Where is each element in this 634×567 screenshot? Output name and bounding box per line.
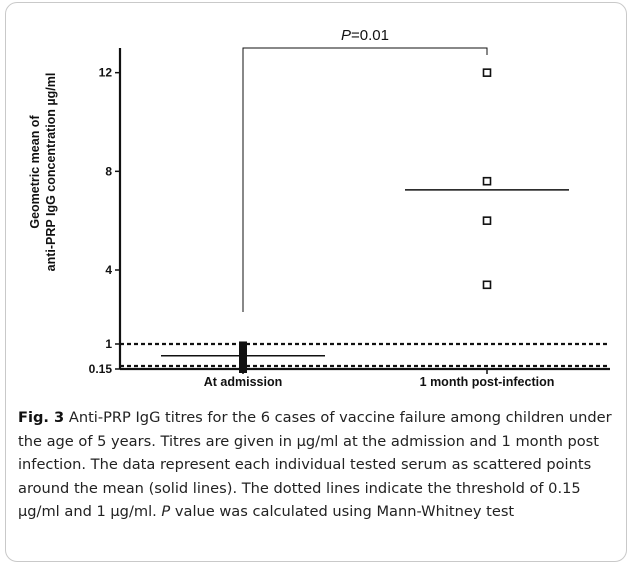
data-point bbox=[239, 345, 247, 354]
p-value-label: P=0.01 bbox=[341, 27, 389, 44]
data-point bbox=[239, 354, 247, 363]
bracket-line bbox=[242, 47, 488, 312]
caption-text-end: value was calculated using Mann-Whitney … bbox=[170, 503, 515, 520]
data-point bbox=[239, 360, 247, 369]
y-axis-label-line1: Geometric mean of bbox=[28, 115, 42, 229]
data-marks bbox=[161, 68, 569, 373]
caption-p-italic: P bbox=[161, 503, 171, 520]
y-axis-label-line2: anti-PRP IgG concentration µg/ml bbox=[44, 72, 58, 272]
p-value-symbol: P bbox=[341, 27, 351, 44]
significance-bracket: P=0.01 bbox=[242, 27, 488, 312]
y-tick-label: 12 bbox=[99, 66, 113, 80]
data-point bbox=[239, 365, 247, 373]
threshold-lines bbox=[120, 342, 610, 368]
data-point bbox=[482, 176, 492, 186]
y-axis-label: Geometric mean of anti-PRP IgG concentra… bbox=[27, 47, 77, 297]
y-tick-label: 1 bbox=[105, 337, 112, 351]
y-tick-label: 8 bbox=[105, 164, 112, 178]
axes: 0.15 1 4 8 12 At admission 1 month post-infect… bbox=[89, 47, 610, 389]
p-value-number: =0.01 bbox=[351, 27, 389, 44]
figure-label: Fig. 3 bbox=[18, 409, 65, 426]
data-point bbox=[239, 350, 247, 359]
data-point bbox=[482, 216, 492, 225]
caption-text: Anti-PRP IgG titres for the 6 cases of v… bbox=[18, 409, 612, 520]
y-tick-label: 0.15 bbox=[89, 362, 113, 376]
data-point bbox=[482, 280, 492, 290]
figure-card bbox=[5, 2, 627, 562]
figure-caption: Fig. 3 Anti-PRP IgG titres for the 6 cas… bbox=[18, 406, 618, 524]
x-tick-label: 1 month post-infection bbox=[420, 375, 555, 389]
y-tick-label: 4 bbox=[105, 263, 112, 277]
x-tick-label: At admission bbox=[204, 375, 283, 389]
data-point bbox=[482, 68, 492, 77]
data-point bbox=[239, 341, 247, 350]
scatter-chart: 0.15 1 4 8 12 At admission 1 month post-infect… bbox=[89, 27, 610, 389]
